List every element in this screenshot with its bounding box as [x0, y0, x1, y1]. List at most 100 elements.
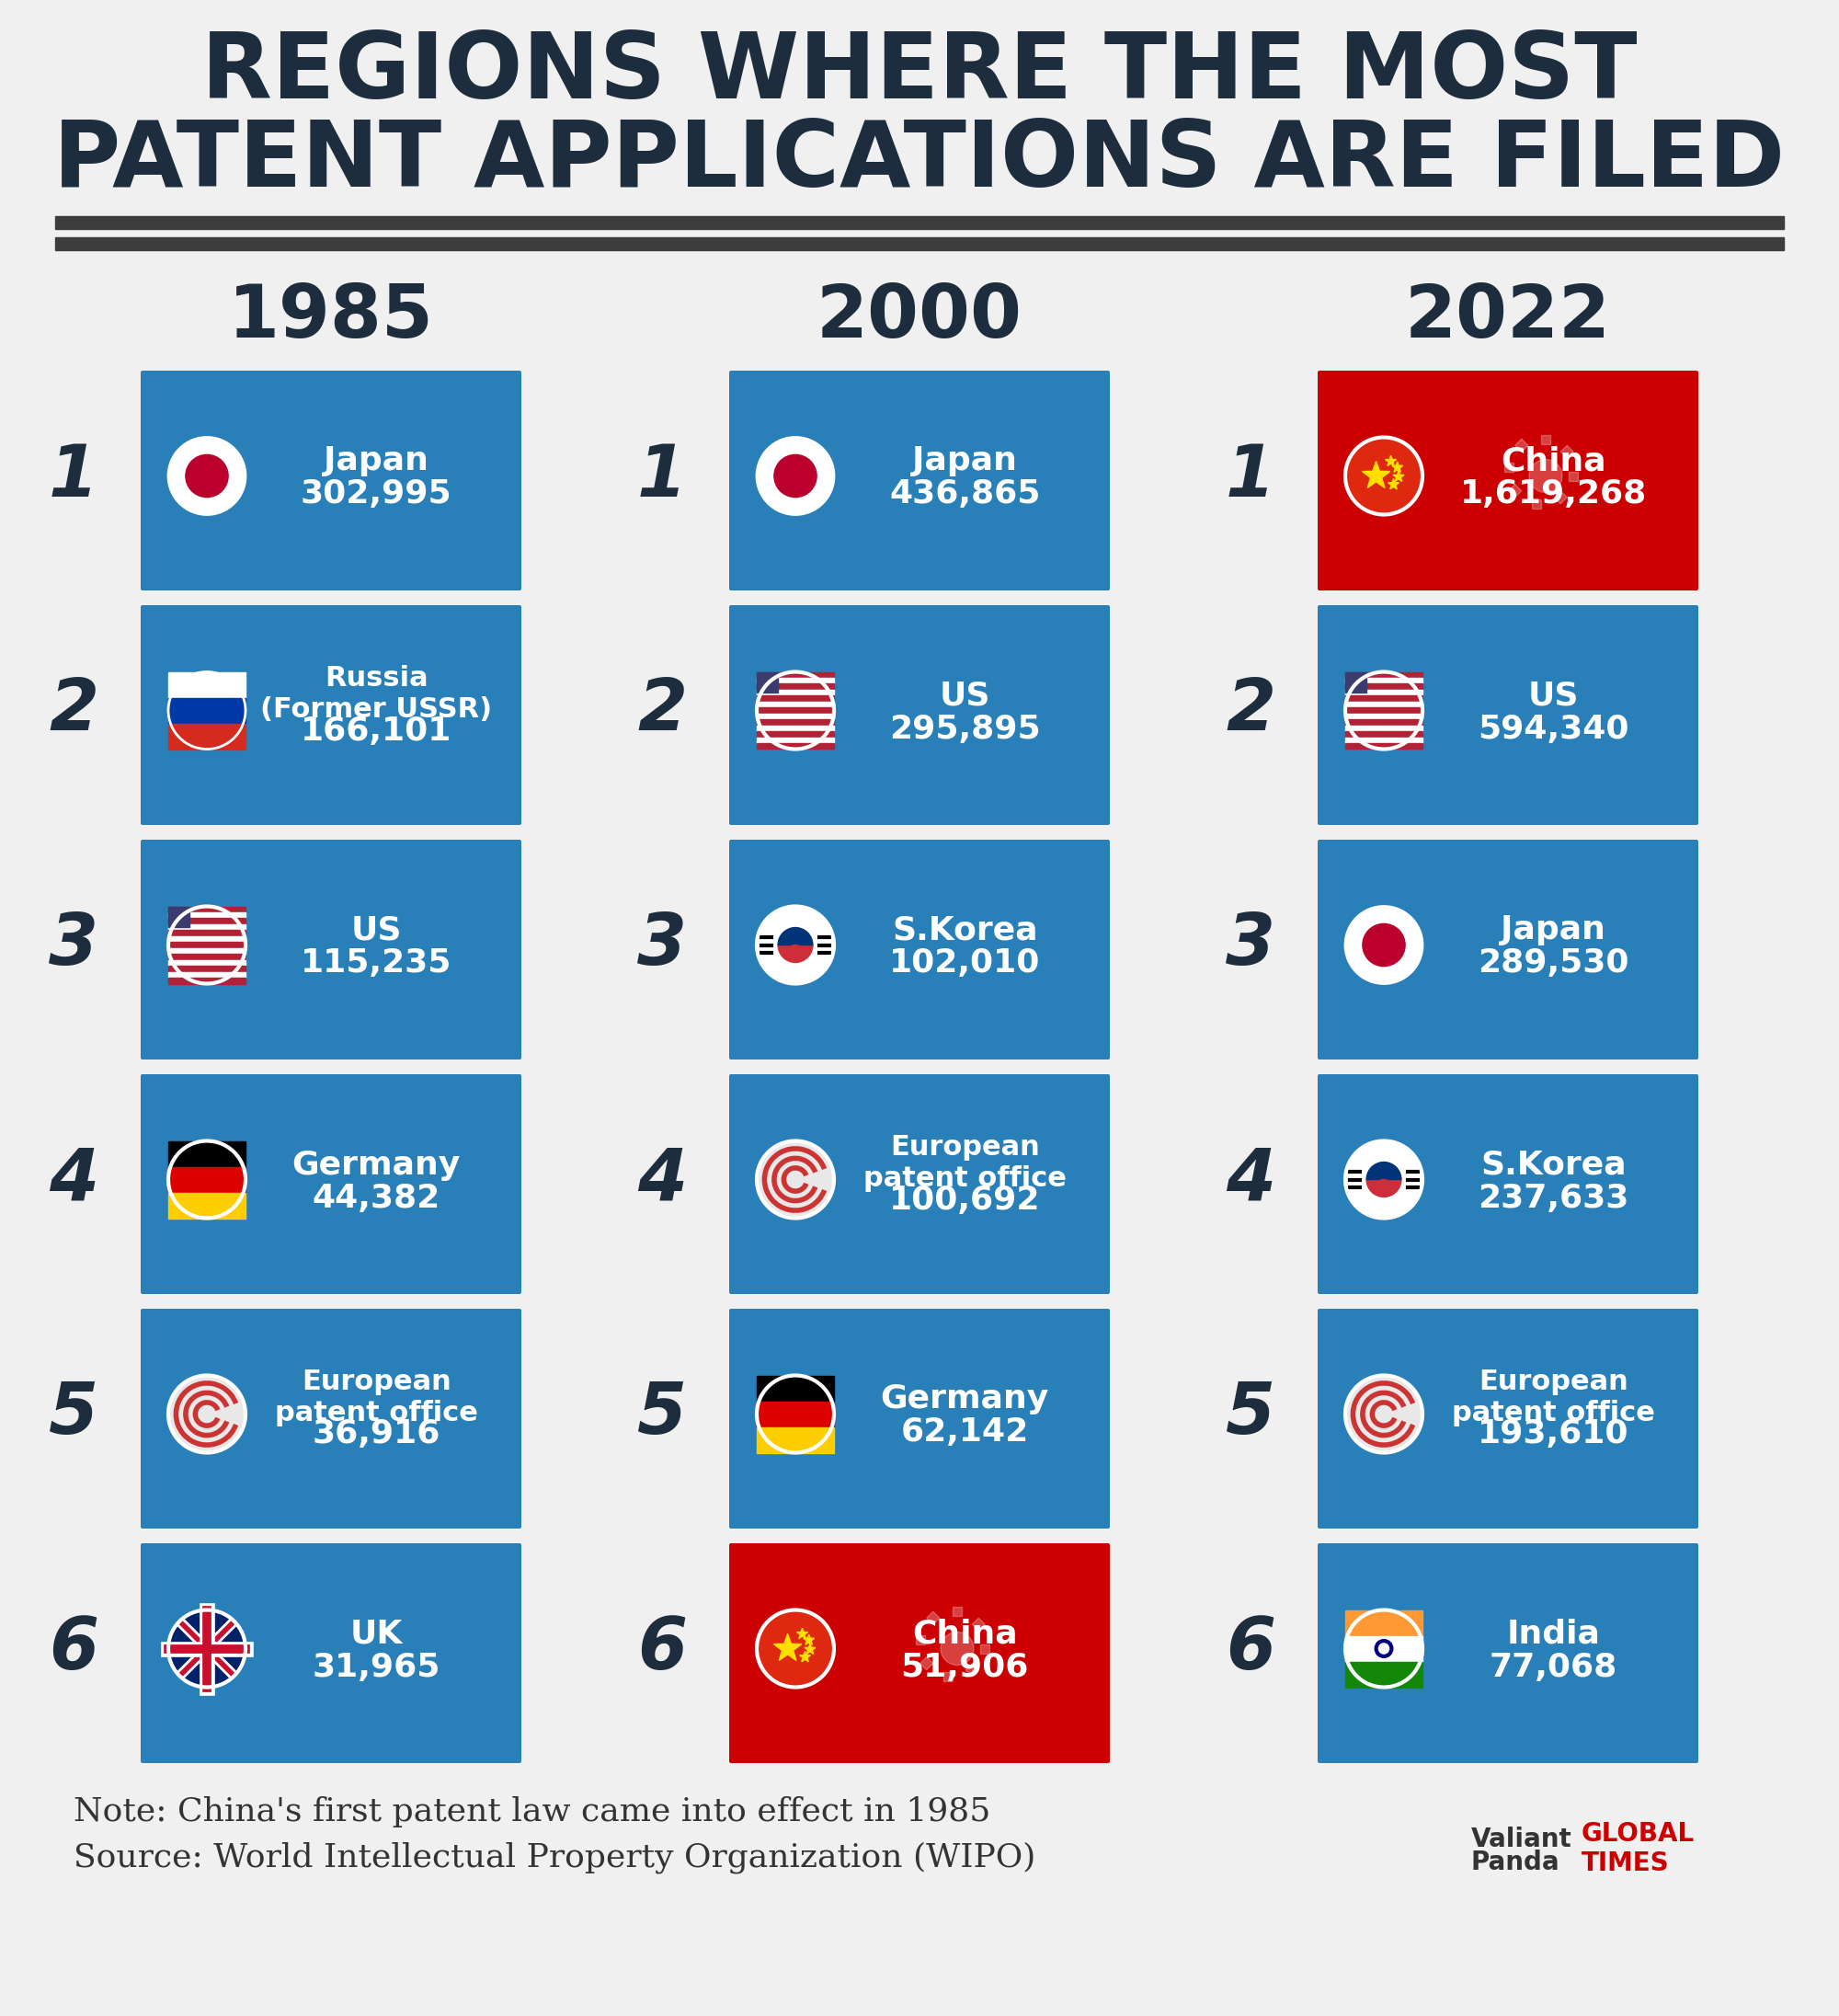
- Polygon shape: [1385, 456, 1396, 466]
- Text: 31,965: 31,965: [313, 1651, 440, 1683]
- Text: 3: 3: [48, 909, 99, 980]
- Text: 3: 3: [1225, 909, 1276, 980]
- Bar: [169, 960, 246, 966]
- Text: 4: 4: [48, 1145, 99, 1214]
- Circle shape: [758, 1611, 835, 1687]
- Circle shape: [758, 1375, 835, 1454]
- Text: 4: 4: [636, 1145, 688, 1214]
- Bar: [758, 738, 835, 744]
- Polygon shape: [1363, 462, 1390, 488]
- Polygon shape: [1392, 472, 1403, 482]
- FancyBboxPatch shape: [1317, 605, 1699, 825]
- Bar: [169, 913, 246, 917]
- Circle shape: [169, 437, 246, 514]
- Bar: [169, 1191, 246, 1218]
- FancyBboxPatch shape: [140, 841, 522, 1060]
- Bar: [169, 907, 246, 913]
- FancyBboxPatch shape: [1317, 1075, 1699, 1294]
- Text: 62,142: 62,142: [901, 1417, 1028, 1447]
- Circle shape: [758, 1141, 835, 1218]
- Text: 1: 1: [1225, 442, 1276, 510]
- Bar: [758, 1401, 835, 1427]
- Text: China: China: [1501, 446, 1605, 478]
- Bar: [169, 935, 246, 941]
- FancyBboxPatch shape: [1317, 841, 1699, 1060]
- Bar: [1554, 490, 1567, 504]
- Polygon shape: [800, 1651, 811, 1661]
- Bar: [758, 689, 835, 696]
- Text: 115,235: 115,235: [302, 948, 452, 980]
- Bar: [758, 726, 835, 732]
- Bar: [169, 954, 246, 960]
- Bar: [758, 671, 835, 677]
- Bar: [1346, 677, 1423, 683]
- Bar: [1561, 446, 1574, 458]
- Text: 166,101: 166,101: [302, 716, 452, 746]
- Bar: [1346, 738, 1423, 744]
- Text: China: China: [912, 1619, 1017, 1649]
- Bar: [1508, 484, 1521, 498]
- Bar: [758, 671, 778, 694]
- Text: European
patent office: European patent office: [274, 1369, 478, 1425]
- Bar: [169, 917, 246, 923]
- Bar: [169, 1167, 246, 1191]
- Text: GLOBAL
TIMES: GLOBAL TIMES: [1582, 1820, 1696, 1877]
- Text: Japan: Japan: [324, 446, 428, 478]
- Text: Panda: Panda: [1471, 1849, 1559, 1875]
- Bar: [1346, 714, 1423, 720]
- Text: Valiant: Valiant: [1471, 1826, 1572, 1853]
- Text: European
patent office: European patent office: [862, 1135, 1067, 1191]
- Bar: [169, 1141, 246, 1167]
- Text: PATENT APPLICATIONS ARE FILED: PATENT APPLICATIONS ARE FILED: [53, 117, 1786, 206]
- Bar: [1569, 472, 1578, 480]
- FancyBboxPatch shape: [728, 1308, 1111, 1528]
- Bar: [758, 1427, 835, 1454]
- Bar: [758, 1375, 835, 1401]
- Text: 594,340: 594,340: [1477, 714, 1629, 744]
- Text: 2022: 2022: [1405, 282, 1611, 353]
- Circle shape: [1363, 923, 1405, 966]
- Bar: [920, 1657, 932, 1669]
- Circle shape: [186, 456, 228, 498]
- Text: 295,895: 295,895: [888, 714, 1041, 744]
- Text: 2: 2: [1225, 675, 1276, 746]
- Polygon shape: [774, 1633, 802, 1661]
- Bar: [55, 216, 1784, 230]
- Bar: [758, 744, 835, 750]
- Circle shape: [1346, 1611, 1423, 1687]
- Text: 6: 6: [1225, 1613, 1276, 1683]
- Text: 1,619,268: 1,619,268: [1460, 478, 1646, 510]
- Bar: [1346, 696, 1423, 702]
- Bar: [973, 1619, 986, 1631]
- Bar: [169, 923, 246, 929]
- Bar: [1504, 462, 1513, 472]
- Text: Note: China's first patent law came into effect in 1985: Note: China's first patent law came into…: [74, 1796, 991, 1826]
- Text: S.Korea: S.Korea: [1480, 1149, 1626, 1181]
- Bar: [953, 1607, 962, 1617]
- Bar: [758, 696, 835, 702]
- Text: 4: 4: [1225, 1145, 1276, 1214]
- Circle shape: [1346, 1141, 1423, 1218]
- Text: 1: 1: [636, 442, 688, 510]
- Circle shape: [169, 907, 246, 984]
- Bar: [169, 948, 246, 954]
- Wedge shape: [1366, 1161, 1401, 1179]
- Text: 2: 2: [636, 675, 688, 746]
- Circle shape: [1346, 1375, 1423, 1454]
- Circle shape: [1346, 907, 1423, 984]
- Bar: [943, 1671, 953, 1681]
- Bar: [169, 907, 189, 927]
- Wedge shape: [1366, 1179, 1401, 1198]
- Text: 5: 5: [1225, 1379, 1276, 1450]
- Bar: [1346, 1661, 1423, 1687]
- FancyBboxPatch shape: [169, 724, 246, 750]
- Circle shape: [758, 437, 835, 514]
- Bar: [980, 1643, 989, 1653]
- Text: 1: 1: [48, 442, 99, 510]
- FancyBboxPatch shape: [728, 841, 1111, 1060]
- Circle shape: [1346, 437, 1423, 514]
- Circle shape: [758, 671, 835, 750]
- Bar: [1532, 498, 1541, 508]
- Text: 6: 6: [636, 1613, 688, 1683]
- Circle shape: [169, 1375, 246, 1454]
